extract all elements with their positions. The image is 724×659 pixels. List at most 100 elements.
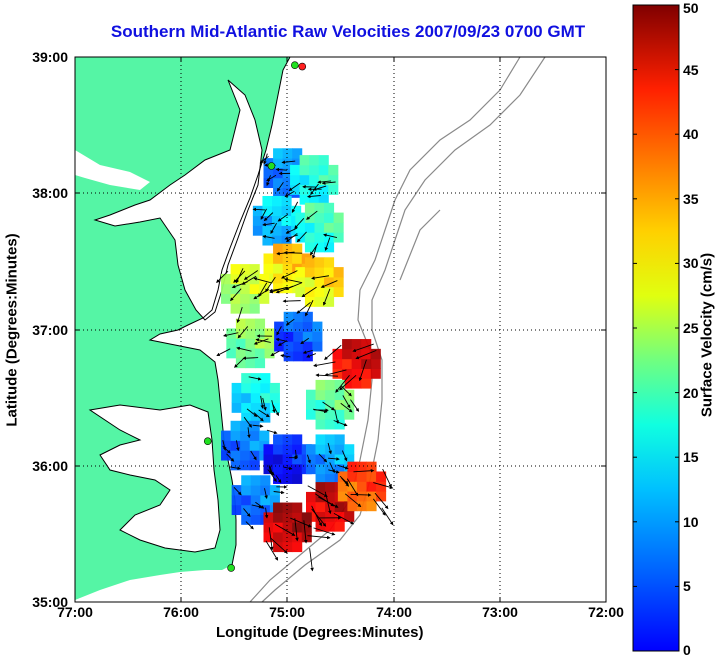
velocity-cell <box>301 522 312 533</box>
velocity-cell <box>333 232 344 243</box>
velocity-cell <box>342 358 353 369</box>
velocity-cell <box>292 434 303 445</box>
velocity-cell <box>250 412 261 423</box>
velocity-arrow <box>226 453 235 462</box>
velocity-cell <box>259 283 270 295</box>
velocity-cell <box>370 348 381 360</box>
velocity-cell <box>241 412 252 423</box>
velocity-cell <box>334 463 345 475</box>
velocity-arrow <box>276 326 282 336</box>
velocity-cell <box>333 276 344 288</box>
velocity-arrow <box>294 217 305 229</box>
velocity-arrow <box>259 155 269 164</box>
velocity-cell <box>314 222 325 233</box>
velocity-cell <box>292 444 303 455</box>
velocity-cell <box>273 273 284 284</box>
velocity-cell <box>337 471 348 482</box>
velocity-arrow <box>264 507 269 519</box>
velocity-arrow <box>283 466 293 471</box>
velocity-arrow <box>344 493 362 508</box>
velocity-cell <box>314 276 325 288</box>
velocity-cell <box>351 378 362 389</box>
velocity-cell <box>301 512 312 523</box>
velocity-arrow <box>276 181 284 192</box>
velocity-arrow <box>266 174 277 182</box>
velocity-cell <box>361 339 372 350</box>
velocity-cell <box>304 267 315 278</box>
velocity-cell <box>370 358 381 369</box>
x-tick-label: 75:00 <box>269 604 305 620</box>
velocity-cell <box>324 202 335 214</box>
velocity-arrow <box>270 350 280 356</box>
velocity-arrow <box>248 376 262 381</box>
velocity-cell <box>295 232 306 243</box>
velocity-arrow <box>333 512 355 525</box>
velocity-cell <box>293 331 304 342</box>
velocity-cell <box>245 357 256 369</box>
velocity-cell <box>272 215 283 226</box>
velocity-cell <box>325 463 336 475</box>
colorbar <box>632 4 680 652</box>
velocity-arrow <box>328 457 340 461</box>
velocity-cell <box>334 389 345 401</box>
velocity-cell <box>299 174 310 186</box>
velocity-cell <box>262 235 273 246</box>
velocity-cell <box>272 225 283 236</box>
velocity-arrow <box>242 356 259 361</box>
velocity-cell <box>250 514 261 525</box>
velocity-cell <box>269 392 280 404</box>
velocity-cell <box>315 482 326 493</box>
velocity-cell <box>250 494 261 506</box>
colorbar-tick-label: 35 <box>683 190 699 207</box>
velocity-arrow <box>290 517 312 528</box>
velocity-cell <box>282 444 293 455</box>
velocity-arrow <box>306 454 311 464</box>
velocity-cell <box>325 434 336 445</box>
velocity-cell <box>333 286 344 298</box>
velocity-cell <box>240 430 251 441</box>
velocity-cell <box>304 202 315 214</box>
velocity-cell <box>299 194 310 205</box>
velocity-cell <box>263 253 274 264</box>
velocity-arrow <box>262 234 275 239</box>
velocity-cell <box>304 222 315 233</box>
velocity-cell <box>250 402 261 413</box>
velocity-cell <box>273 522 284 533</box>
velocity-cell <box>318 174 329 186</box>
colorbar-tick-label: 5 <box>683 578 691 595</box>
velocity-cell <box>230 303 241 314</box>
velocity-cell <box>361 378 372 389</box>
velocity-cell <box>305 444 317 455</box>
velocity-arrow <box>307 485 328 497</box>
velocity-cell <box>293 351 304 362</box>
velocity-cell <box>249 450 260 461</box>
velocity-arrow <box>265 540 279 561</box>
velocity-cell <box>230 420 241 432</box>
velocity-cell <box>318 184 329 195</box>
velocity-arrow <box>251 504 263 509</box>
velocity-arrow <box>311 245 318 259</box>
velocity-cell <box>318 164 329 176</box>
velocity-cell <box>273 243 284 254</box>
velocity-cell <box>325 511 336 522</box>
velocity-cell <box>332 348 343 360</box>
velocity-arrow <box>262 397 267 411</box>
velocity-cell <box>231 402 242 413</box>
velocity-cell <box>249 430 260 441</box>
velocity-arrow <box>296 301 311 314</box>
velocity-cell <box>295 286 306 298</box>
velocity-cell <box>260 382 271 394</box>
velocity-arrow <box>341 450 348 462</box>
velocity-arrow <box>275 167 288 172</box>
velocity-cell <box>347 471 358 482</box>
velocity-arrow <box>281 160 296 164</box>
velocity-cell <box>240 450 251 461</box>
velocity-cell <box>273 167 284 179</box>
velocity-cell <box>325 491 336 503</box>
velocity-cell <box>299 164 310 176</box>
velocity-cell <box>241 504 252 516</box>
velocity-cell <box>255 348 266 359</box>
velocity-cell <box>299 155 310 166</box>
velocity-arrow <box>310 183 319 196</box>
y-tick-label: 39:00 <box>32 49 68 65</box>
